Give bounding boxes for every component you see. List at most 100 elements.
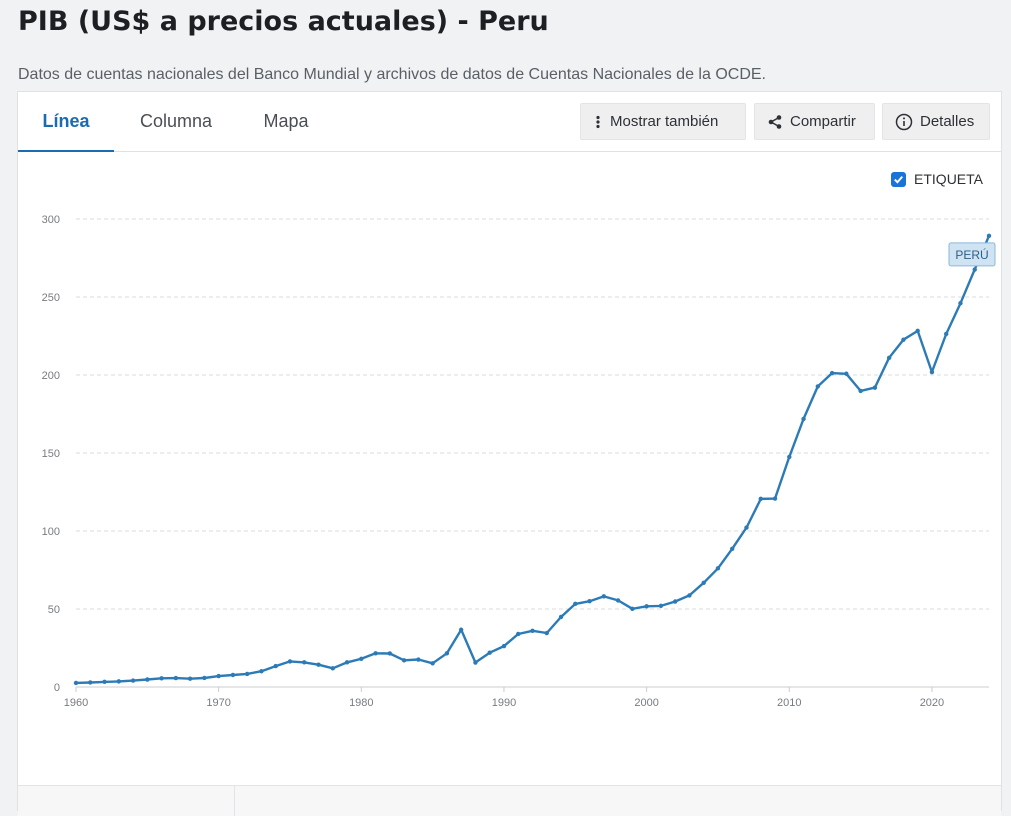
data-point — [202, 675, 207, 681]
data-point — [516, 631, 521, 637]
data-point — [744, 525, 749, 530]
y-tick-label: 150 — [42, 448, 60, 460]
data-point — [972, 267, 977, 272]
x-tick-label: 2010 — [777, 697, 801, 709]
data-point — [915, 328, 920, 334]
data-point — [587, 599, 592, 604]
data-point — [273, 663, 278, 669]
data-point — [130, 678, 136, 683]
data-point — [159, 676, 164, 681]
data-point — [330, 666, 335, 671]
series-label-box — [948, 242, 996, 267]
y-tick-label: 50 — [48, 604, 60, 616]
y-tick-label: 100 — [42, 526, 60, 538]
data-point — [373, 651, 378, 656]
data-point — [430, 661, 435, 666]
data-point — [558, 614, 564, 620]
data-point — [387, 651, 393, 656]
data-point — [672, 599, 678, 604]
data-point — [416, 657, 421, 662]
y-tick-label: 300 — [42, 214, 60, 226]
x-tick-label: 2000 — [634, 697, 658, 709]
data-point — [986, 233, 992, 239]
x-tick-label: 1980 — [349, 697, 373, 709]
share-icon — [767, 114, 783, 130]
data-point — [473, 660, 478, 665]
data-point — [287, 659, 293, 664]
data-point — [944, 331, 949, 337]
data-point — [102, 679, 107, 685]
show-also-label: Mostrar también — [610, 113, 719, 130]
chart-toolbar: Línea Columna Mapa Mostrar también Compa… — [18, 92, 1001, 152]
info-circle-icon — [895, 113, 913, 131]
series-line — [75, 235, 991, 685]
data-point — [615, 598, 621, 603]
label-checkbox[interactable] — [891, 171, 907, 187]
data-point — [216, 673, 221, 679]
data-point — [244, 671, 250, 677]
data-point — [787, 454, 792, 460]
data-point — [644, 604, 649, 609]
x-tick-label: 1970 — [206, 697, 230, 709]
data-point — [844, 371, 849, 376]
share-button[interactable]: Compartir — [754, 103, 875, 140]
x-tick-label: 1960 — [64, 697, 88, 709]
data-point — [687, 593, 692, 598]
bottom-panel-divider — [234, 786, 235, 816]
tab-mapa[interactable]: Mapa — [263, 111, 309, 131]
data-point — [715, 566, 721, 571]
data-point — [487, 650, 492, 655]
data-point — [929, 369, 935, 375]
label-toggle-text: ETIQUETA — [914, 171, 983, 187]
y-tick-label: 250 — [42, 292, 60, 304]
data-point — [444, 651, 450, 656]
data-point — [801, 416, 806, 422]
data-point — [259, 669, 264, 674]
data-point — [858, 388, 863, 394]
vertical-dots-icon — [593, 114, 603, 130]
tab-linea[interactable]: Línea — [18, 92, 114, 152]
data-point — [601, 594, 607, 599]
data-point — [145, 677, 150, 682]
share-label: Compartir — [790, 113, 856, 130]
data-point — [544, 630, 549, 636]
data-point — [73, 680, 79, 686]
data-point — [886, 355, 892, 361]
bottom-panel — [18, 785, 1001, 816]
show-also-button[interactable]: Mostrar también — [580, 103, 746, 140]
page-title: PIB (US$ a precios actuales) - Peru — [18, 6, 549, 37]
data-point — [872, 385, 878, 390]
data-point — [302, 660, 307, 665]
data-point — [344, 660, 350, 665]
label-toggle[interactable]: ETIQUETA — [891, 171, 983, 187]
chart-card: Línea Columna Mapa Mostrar también Compa… — [17, 91, 1002, 816]
data-point — [815, 384, 821, 389]
x-tick-label: 1990 — [492, 697, 516, 709]
data-point — [187, 676, 193, 681]
details-label: Detalles — [920, 113, 975, 130]
tab-columna[interactable]: Columna — [139, 111, 213, 131]
data-point — [829, 370, 835, 376]
data-point — [88, 680, 93, 685]
data-point — [458, 627, 464, 632]
data-point — [230, 672, 236, 678]
data-point — [401, 658, 407, 663]
details-button[interactable]: Detalles — [882, 103, 990, 140]
y-tick-label: 0 — [54, 682, 60, 694]
page-subtitle: Datos de cuentas nacionales del Banco Mu… — [18, 66, 766, 83]
x-tick-label: 2020 — [920, 697, 944, 709]
data-point — [630, 606, 635, 612]
data-point — [658, 603, 664, 609]
line-chart: 0 50 100 150 200 250 300 1960 1970 1980 1990 2000 20… — [42, 214, 996, 709]
data-point — [958, 301, 963, 306]
data-point — [758, 496, 763, 502]
data-point — [359, 656, 364, 661]
checkmark-icon — [894, 175, 904, 184]
data-point — [116, 679, 121, 684]
data-point — [173, 675, 179, 681]
data-point — [901, 337, 906, 342]
y-tick-label: 200 — [42, 370, 60, 382]
series-label: PERÚ — [955, 247, 988, 262]
data-point — [730, 546, 735, 551]
data-point — [573, 601, 578, 607]
